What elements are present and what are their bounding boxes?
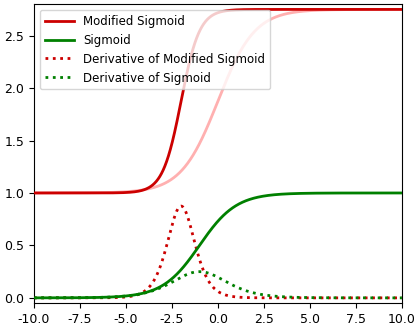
Derivative of Sigmoid (201, 270, 206, 274)
Derivative of Modified Sigmoid (32, 296, 37, 300)
Modified Sigmoid (32, 191, 37, 195)
Legend: Modified Sigmoid, Sigmoid, Derivative of Modified Sigmoid, Derivative of Sigmoid: Modified Sigmoid, Sigmoid, Derivative of… (40, 10, 270, 89)
Modified Sigmoid (201, 23, 206, 27)
Derivative of Modified Sigmoid (399, 296, 404, 300)
Modified Sigmoid (50, 191, 55, 195)
Derivative of Sigmoid (197, 270, 202, 274)
Line: Sigmoid: Sigmoid (34, 193, 402, 298)
Derivative of Modified Sigmoid (210, 285, 215, 289)
Sigmoid (32, 296, 37, 300)
Derivative of Modified Sigmoid (50, 296, 55, 300)
Sigmoid (210, 225, 215, 229)
Modified Sigmoid (399, 8, 404, 12)
Derivative of Sigmoid (210, 273, 215, 277)
Line: Derivative of Modified Sigmoid: Derivative of Modified Sigmoid (34, 206, 402, 298)
Derivative of Modified Sigmoid (388, 296, 394, 300)
Derivative of Modified Sigmoid (201, 268, 206, 272)
Modified Sigmoid (210, 13, 215, 17)
Derivative of Modified Sigmoid (389, 296, 394, 300)
Sigmoid (50, 296, 55, 300)
Derivative of Modified Sigmoid (321, 296, 326, 300)
Modified Sigmoid (388, 8, 394, 12)
Derivative of Modified Sigmoid (178, 204, 184, 208)
Sigmoid (321, 191, 326, 195)
Sigmoid (388, 191, 394, 195)
Sigmoid (388, 191, 394, 195)
Derivative of Sigmoid (32, 296, 37, 300)
Line: Modified Sigmoid: Modified Sigmoid (34, 10, 402, 193)
Derivative of Sigmoid (389, 296, 394, 300)
Derivative of Sigmoid (399, 296, 404, 300)
Modified Sigmoid (321, 8, 326, 12)
Derivative of Sigmoid (388, 296, 394, 300)
Modified Sigmoid (388, 8, 394, 12)
Derivative of Sigmoid (321, 296, 326, 300)
Derivative of Sigmoid (50, 296, 55, 300)
Sigmoid (201, 238, 206, 242)
Sigmoid (399, 191, 404, 195)
Line: Derivative of Sigmoid: Derivative of Sigmoid (34, 272, 402, 298)
